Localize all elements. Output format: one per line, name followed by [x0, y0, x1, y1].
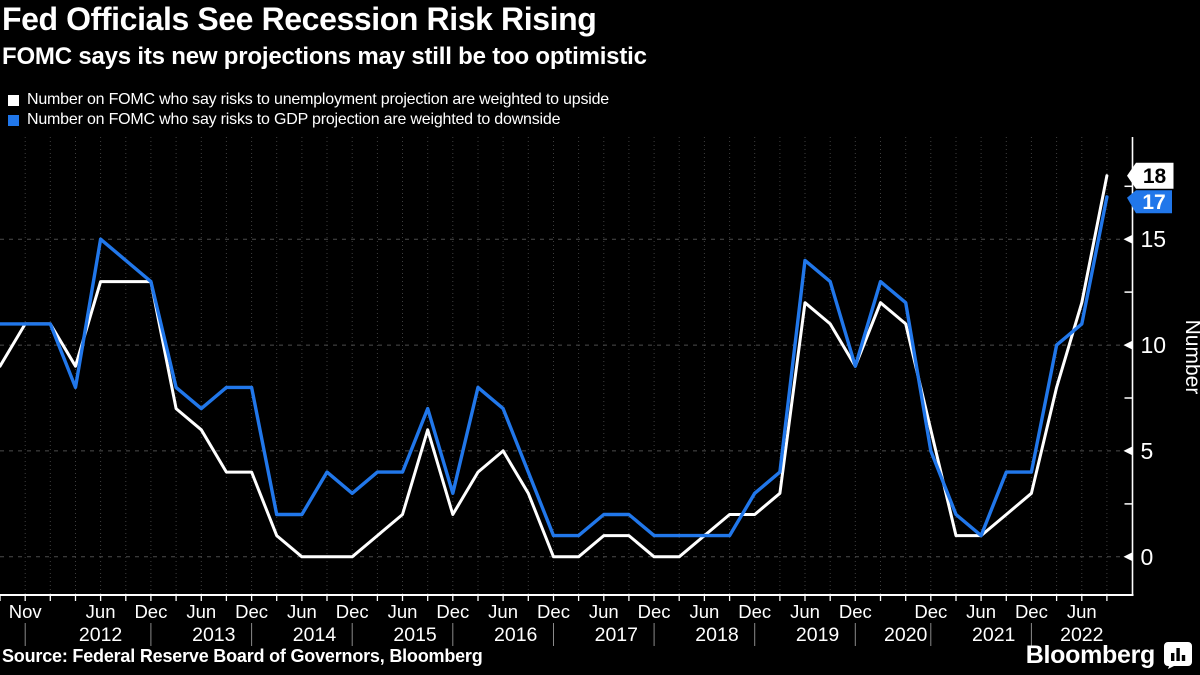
svg-text:17: 17	[1142, 191, 1165, 214]
bloomberg-chart-icon	[1164, 642, 1192, 669]
svg-text:Jun: Jun	[388, 601, 418, 622]
vertical-gridlines	[24, 137, 1108, 595]
y-axis-title: Number	[1181, 320, 1200, 395]
svg-text:2014: 2014	[293, 624, 337, 646]
end-value-badge-gdp: 17	[1127, 190, 1172, 214]
svg-text:Jun: Jun	[790, 601, 820, 622]
svg-text:10: 10	[1141, 332, 1167, 358]
svg-text:2022: 2022	[1060, 624, 1103, 646]
svg-text:2015: 2015	[393, 624, 437, 646]
chart-subtitle: FOMC says its new projections may still …	[2, 43, 647, 70]
svg-text:2013: 2013	[192, 624, 235, 646]
legend-label-gdp: Number on FOMC who say risks to GDP proj…	[27, 111, 561, 128]
svg-text:Dec: Dec	[336, 601, 369, 622]
x-axis-month-labels: Nov Jun Dec Jun Dec Jun Dec Jun Dec Jun Dec Jun Dec J…	[9, 601, 1097, 622]
svg-text:Dec: Dec	[914, 601, 947, 622]
legend-item-gdp: Number on FOMC who say risks to GDP proj…	[8, 110, 609, 130]
svg-text:Jun: Jun	[287, 601, 317, 622]
bloomberg-wordmark: Bloomberg	[1025, 641, 1156, 669]
svg-text:2012: 2012	[79, 624, 122, 646]
svg-text:2020: 2020	[884, 624, 928, 646]
y-axis-ticks-labels: 0 5 10 15	[1123, 185, 1167, 570]
svg-text:Jun: Jun	[1067, 601, 1097, 622]
svg-text:Dec: Dec	[1015, 601, 1048, 622]
chart-title: Fed Officials See Recession Risk Rising	[2, 1, 597, 37]
legend-label-unemployment: Number on FOMC who say risks to unemploy…	[27, 91, 610, 108]
horizontal-gridlines	[0, 238, 1133, 558]
svg-text:Jun: Jun	[589, 601, 619, 622]
svg-text:2018: 2018	[695, 624, 738, 646]
svg-text:Dec: Dec	[235, 601, 268, 622]
svg-text:Jun: Jun	[689, 601, 719, 622]
svg-text:2016: 2016	[494, 624, 537, 646]
svg-text:Dec: Dec	[537, 601, 570, 622]
svg-text:2021: 2021	[972, 624, 1015, 646]
svg-text:Dec: Dec	[738, 601, 771, 622]
legend-swatch-blue	[8, 114, 19, 126]
source-note: Source: Federal Reserve Board of Governo…	[2, 646, 483, 666]
svg-text:Nov: Nov	[9, 601, 43, 622]
legend-swatch-white	[8, 94, 19, 106]
x-axis-ticks	[0, 595, 1108, 601]
svg-text:Dec: Dec	[638, 601, 671, 622]
svg-text:5: 5	[1141, 438, 1154, 464]
svg-text:Jun: Jun	[488, 601, 518, 622]
end-value-badge-unemployment: 18	[1127, 162, 1174, 189]
legend: Number on FOMC who say risks to unemploy…	[8, 90, 609, 130]
legend-item-unemployment: Number on FOMC who say risks to unemploy…	[8, 90, 609, 110]
svg-text:Dec: Dec	[134, 601, 167, 622]
svg-text:Dec: Dec	[839, 601, 872, 622]
svg-text:0: 0	[1141, 544, 1154, 570]
svg-text:15: 15	[1141, 226, 1167, 252]
svg-text:Jun: Jun	[966, 601, 996, 622]
svg-text:Dec: Dec	[436, 601, 469, 622]
svg-text:2019: 2019	[796, 624, 839, 646]
svg-text:Jun: Jun	[86, 601, 116, 622]
bloomberg-logo: Bloomberg	[1026, 641, 1192, 670]
x-axis-year-labels: 2012 2013 2014 2015 2016 2017 2018 2019 2020 2021…	[24, 623, 1103, 646]
svg-text:18: 18	[1143, 165, 1167, 188]
gdp-downside-line	[0, 195, 1109, 538]
svg-text:2017: 2017	[595, 624, 638, 646]
svg-text:Jun: Jun	[186, 601, 216, 622]
unemployment-upside-line	[0, 174, 1109, 559]
